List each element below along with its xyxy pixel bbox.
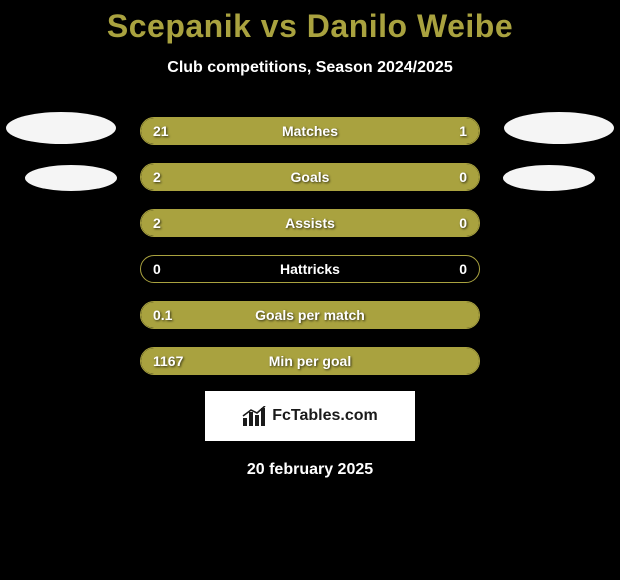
- stat-row: 0Hattricks0: [140, 255, 480, 283]
- stats-wrapper: 21Matches12Goals02Assists00Hattricks00.1…: [0, 117, 620, 375]
- stat-label: Goals: [141, 169, 479, 185]
- player-photo-placeholder-right-bottom: [503, 165, 595, 191]
- subtitle: Club competitions, Season 2024/2025: [0, 59, 620, 77]
- stat-value-right: 0: [459, 261, 467, 277]
- source-badge-text: FcTables.com: [272, 407, 378, 425]
- stat-row: 1167Min per goal: [140, 347, 480, 375]
- stats-list: 21Matches12Goals02Assists00Hattricks00.1…: [140, 117, 480, 375]
- stat-value-right: 0: [459, 169, 467, 185]
- page-title: Scepanik vs Danilo Weibe: [0, 8, 620, 45]
- stat-value-right: 1: [459, 123, 467, 139]
- source-badge: FcTables.com: [205, 391, 415, 441]
- stat-label: Min per goal: [141, 353, 479, 369]
- stat-label: Goals per match: [141, 307, 479, 323]
- date-text: 20 february 2025: [0, 461, 620, 479]
- player-photo-placeholder-left-bottom: [25, 165, 117, 191]
- stat-value-right: 0: [459, 215, 467, 231]
- stat-row: 2Goals0: [140, 163, 480, 191]
- player-photo-placeholder-left-top: [6, 112, 116, 144]
- stat-label: Hattricks: [141, 261, 479, 277]
- stat-row: 0.1Goals per match: [140, 301, 480, 329]
- bar-chart-icon: [242, 406, 266, 426]
- stat-row: 2Assists0: [140, 209, 480, 237]
- player-photo-placeholder-right-top: [504, 112, 614, 144]
- infographic-container: Scepanik vs Danilo Weibe Club competitio…: [0, 0, 620, 479]
- stat-label: Matches: [141, 123, 479, 139]
- stat-label: Assists: [141, 215, 479, 231]
- stat-row: 21Matches1: [140, 117, 480, 145]
